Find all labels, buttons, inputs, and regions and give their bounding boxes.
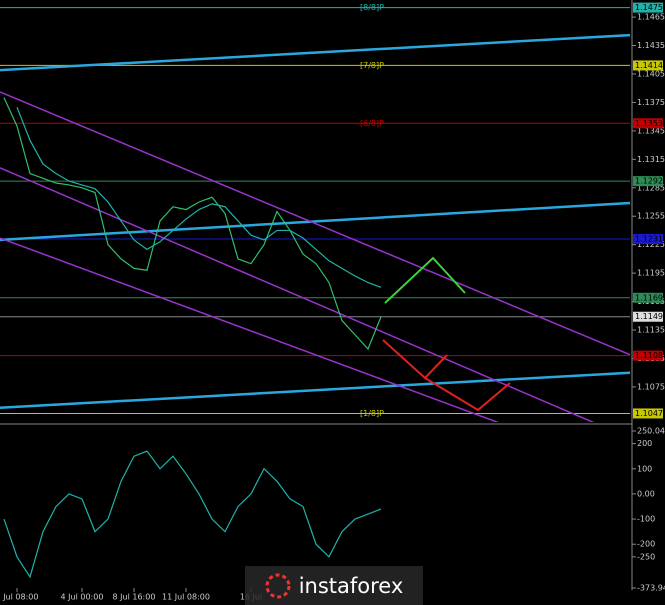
forecast-arrows	[382, 256, 511, 412]
y-tick-label: -200	[637, 540, 655, 549]
y-tick-label: 1.1435	[637, 41, 665, 50]
level-box	[633, 408, 663, 419]
y-tick-label: -100	[637, 515, 655, 524]
x-tick-label: 4 Jul 00:00	[61, 593, 104, 602]
y-tick-label: 1.1345	[637, 126, 665, 135]
y-tick-label: 1.1225	[637, 240, 665, 249]
y-tick-label: 100	[637, 464, 652, 473]
green-arrow	[384, 256, 466, 304]
level-price: 1.1047	[635, 409, 663, 418]
cci-panel	[3, 450, 382, 579]
level-box	[633, 350, 663, 361]
logo	[265, 573, 291, 598]
y-tick-label: 1.1285	[637, 183, 665, 192]
y-tick-label: -250	[637, 552, 655, 561]
x-tick-label: 11 Jul 08:00	[162, 593, 210, 602]
last-price-label: 1.1149	[635, 312, 663, 321]
y-tick-label: 0.00	[637, 489, 655, 498]
y-tick-label: 1.1075	[637, 382, 665, 391]
y-tick-label: 1.1405	[637, 69, 665, 78]
level-price: 1.1414	[635, 61, 663, 70]
level-box	[633, 292, 663, 303]
level-price: 1.1231	[635, 234, 663, 243]
x-tick-label: 8 Jul 16:00	[113, 593, 156, 602]
y-tick-label: 1.1195	[637, 269, 665, 278]
level-box	[633, 118, 663, 129]
level-price: 1.1108	[635, 351, 663, 360]
x-tick-label: 1 Jul 08:00	[0, 593, 38, 602]
level-price: 1.1292	[635, 177, 663, 186]
level-label: [7/8]P	[360, 61, 384, 70]
series-line	[16, 106, 382, 288]
level-price: 1.1353	[635, 119, 663, 128]
level-price: 1.1169	[635, 293, 663, 302]
last-price-box	[633, 311, 663, 322]
level-box	[633, 2, 663, 13]
y-tick-label: -373.947	[637, 584, 665, 593]
level-box	[633, 60, 663, 71]
y-tick-label: 1.1255	[637, 212, 665, 221]
trend-line	[0, 371, 630, 410]
y-tick-label: 250.041	[637, 427, 665, 436]
level-price: 1.1475	[635, 3, 663, 12]
level-label: [6/8]P	[360, 119, 384, 128]
trend-line	[0, 237, 499, 422]
watermark-text: instaforex	[298, 573, 404, 598]
series-line	[3, 450, 382, 579]
y-tick-label: 1.1315	[637, 155, 665, 164]
trend-line	[0, 33, 630, 72]
level-label: [1/8]P	[360, 409, 384, 418]
y-tick-label: 1.1375	[637, 98, 665, 107]
main-panel: [8/8]P [7/8]P [6/8]P [1/8]P	[0, 3, 630, 422]
level-box	[633, 233, 663, 244]
y-tick-label: 1.1465	[637, 13, 665, 22]
series-line	[3, 97, 382, 351]
trend-line	[0, 167, 595, 422]
level-box	[633, 176, 663, 187]
y-tick-label: 1.1135	[637, 326, 665, 335]
y-tick-label: 200	[637, 439, 652, 448]
trend-line	[0, 91, 630, 356]
red-arrow	[424, 377, 511, 412]
level-label: [8/8]P	[360, 3, 384, 12]
watermark: instaforex	[245, 566, 423, 605]
